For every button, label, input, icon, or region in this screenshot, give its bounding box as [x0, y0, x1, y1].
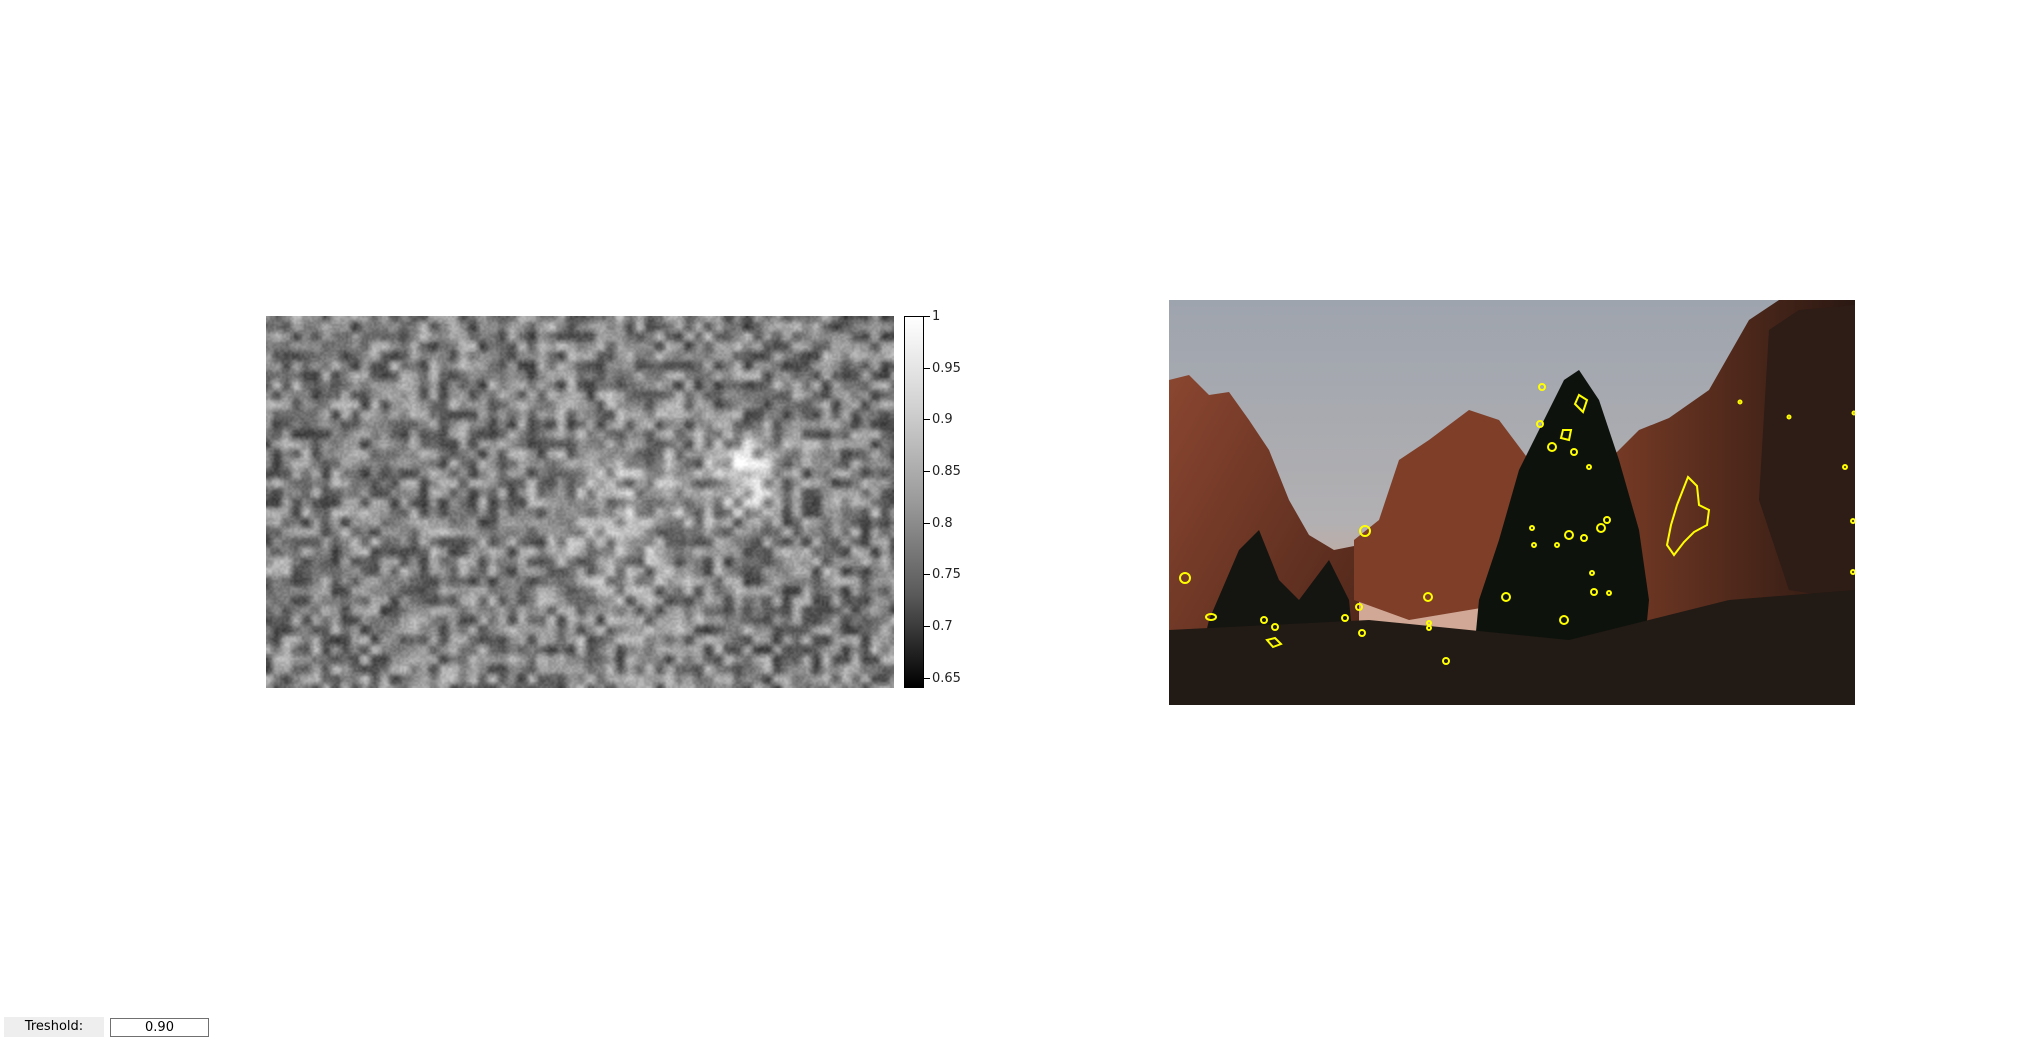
- colorbar-tick-label: 0.7: [932, 619, 953, 634]
- colorbar-tick-label: 0.8: [932, 516, 953, 531]
- threshold-label: Treshold:: [4, 1017, 104, 1037]
- trees: [1469, 370, 1649, 705]
- colorbar-tick: [924, 419, 930, 420]
- photo-with-contours: [1169, 300, 1855, 705]
- colorbar-tick: [924, 471, 930, 472]
- colorbar-tick-label: 0.75: [932, 567, 961, 582]
- colorbar-tick: [924, 368, 930, 369]
- colorbar-tick-label: 0.95: [932, 361, 961, 376]
- ground: [1169, 590, 1855, 705]
- colorbar-tick-label: 0.85: [932, 464, 961, 479]
- colorbar-tick-label: 0.65: [932, 671, 961, 686]
- colorbar-tick-label: 0.9: [932, 412, 953, 427]
- colorbar: [904, 316, 924, 688]
- colorbar-tick-label: 1: [932, 309, 941, 324]
- threshold-input[interactable]: [110, 1018, 209, 1037]
- colorbar-tick: [924, 316, 930, 317]
- far-right-rock: [1759, 305, 1855, 600]
- colorbar-tick: [924, 523, 930, 524]
- detection-contours: [1179, 383, 1855, 665]
- colorbar-tick: [924, 626, 930, 627]
- colorbar-tick: [924, 574, 930, 575]
- similarity-heatmap: [266, 316, 894, 688]
- colorbar-tick: [924, 678, 930, 679]
